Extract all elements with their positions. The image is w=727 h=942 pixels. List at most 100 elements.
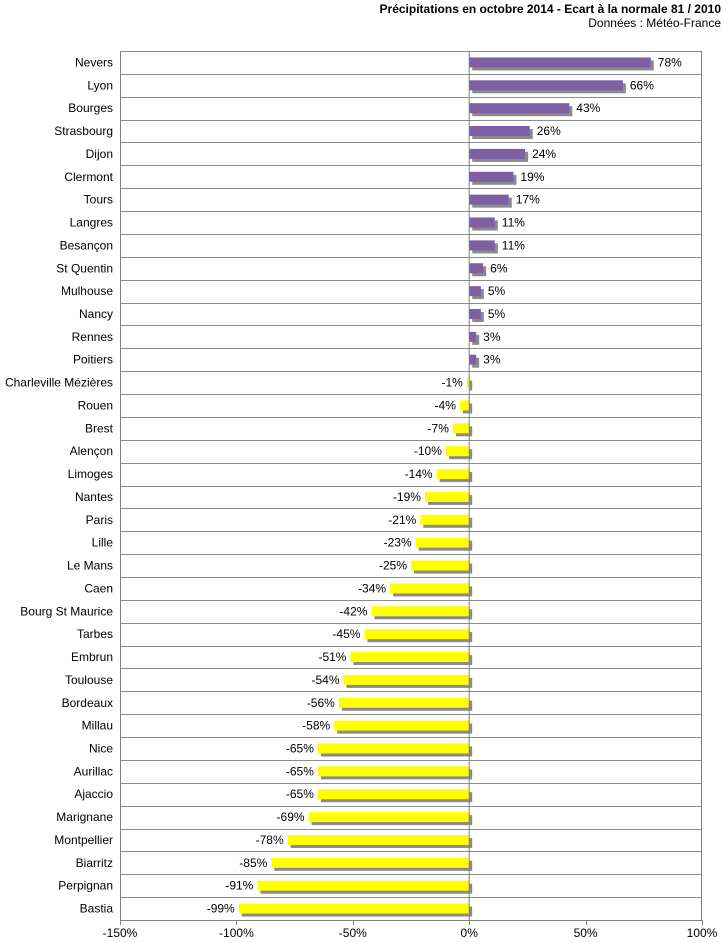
category-label: Bourges <box>68 101 113 115</box>
category-label: Embrun <box>71 650 113 664</box>
category-label: Langres <box>70 216 113 230</box>
bar <box>350 652 470 663</box>
data-label: -65% <box>286 741 314 755</box>
category-label: Besançon <box>60 238 113 252</box>
category-label: Aurillac <box>74 764 113 778</box>
category-label: Alençon <box>70 444 113 458</box>
bar <box>469 57 651 68</box>
x-tick-label: -150% <box>103 926 138 940</box>
x-tick-label: 50% <box>574 926 598 940</box>
data-label: -91% <box>225 879 253 893</box>
bar <box>364 629 470 640</box>
axes <box>120 51 703 925</box>
x-tick-label: -100% <box>219 926 254 940</box>
data-label: -10% <box>414 444 442 458</box>
category-label: Charleville Mézières <box>5 376 113 390</box>
category-label: Le Mans <box>67 559 113 573</box>
bar <box>469 308 481 319</box>
bar <box>469 171 514 182</box>
data-label: -54% <box>311 673 339 687</box>
bar <box>469 331 477 342</box>
bar <box>308 812 470 823</box>
data-label: 17% <box>516 193 540 207</box>
bar <box>238 903 470 914</box>
bar <box>257 880 470 891</box>
bar <box>469 148 526 159</box>
data-label: -1% <box>442 376 464 390</box>
bar-shadow <box>469 380 473 391</box>
bar <box>469 80 623 91</box>
data-label: 3% <box>483 353 501 367</box>
category-label: Marignane <box>56 810 113 824</box>
bar <box>466 377 470 388</box>
x-tick-label: 100% <box>687 926 718 940</box>
chart-title: Précipitations en octobre 2014 - Ecart à… <box>379 2 721 16</box>
category-label: Nancy <box>79 307 113 321</box>
category-label: Poitiers <box>73 353 113 367</box>
data-label: -42% <box>339 604 367 618</box>
data-label: 5% <box>488 284 506 298</box>
data-label: -51% <box>318 650 346 664</box>
bar <box>371 606 470 617</box>
data-label: -65% <box>286 787 314 801</box>
data-label: -19% <box>393 490 421 504</box>
data-label: 66% <box>630 78 654 92</box>
category-label: Bourg St Maurice <box>20 604 113 618</box>
bar <box>469 194 509 205</box>
bar <box>338 697 470 708</box>
data-label: -58% <box>302 719 330 733</box>
category-label: Lille <box>92 536 114 550</box>
bar <box>424 491 470 502</box>
chart-subtitle: Données : Météo-France <box>588 16 721 30</box>
category-label: Bordeaux <box>62 696 113 710</box>
x-tick-label: 0% <box>461 926 479 940</box>
category-label: Nantes <box>75 490 113 504</box>
category-label: Paris <box>86 513 113 527</box>
bar <box>415 537 470 548</box>
gridlines <box>120 51 702 921</box>
bar <box>459 400 470 411</box>
bar <box>469 217 495 228</box>
bar <box>343 674 470 685</box>
data-label: -78% <box>256 833 284 847</box>
data-label: -34% <box>358 581 386 595</box>
data-label: -25% <box>379 559 407 573</box>
category-label: Brest <box>85 421 114 435</box>
category-label: Toulouse <box>65 673 113 687</box>
category-label: Caen <box>84 581 113 595</box>
data-label: -14% <box>405 467 433 481</box>
category-label: Perpignan <box>58 879 113 893</box>
category-label: Lyon <box>87 78 113 92</box>
bar <box>452 423 470 434</box>
bar <box>317 766 470 777</box>
bar <box>469 126 530 137</box>
bar <box>436 469 470 480</box>
bar <box>317 789 470 800</box>
data-label: -99% <box>207 902 235 916</box>
category-label: Strasbourg <box>54 124 113 138</box>
data-label: -7% <box>428 421 450 435</box>
bar <box>420 514 470 525</box>
data-label: 24% <box>532 147 556 161</box>
x-tick-label: -50% <box>339 926 367 940</box>
category-label: Rennes <box>72 330 113 344</box>
data-label: 11% <box>502 238 525 252</box>
bar <box>469 263 484 274</box>
data-label: 26% <box>537 124 561 138</box>
category-label: Clermont <box>64 170 113 184</box>
labels: Nevers 78% Lyon 66% Bourges 43% Strasbourg 26% D… <box>5 55 718 940</box>
data-label: 5% <box>488 307 506 321</box>
category-label: Tours <box>84 193 113 207</box>
data-label: -23% <box>384 536 412 550</box>
bar <box>445 446 470 457</box>
category-label: Nice <box>89 741 113 755</box>
bar <box>469 240 495 251</box>
data-label: 19% <box>520 170 544 184</box>
data-label: 11% <box>502 216 525 230</box>
bar <box>411 560 470 571</box>
bar <box>469 103 570 114</box>
bar <box>469 286 481 297</box>
bar <box>334 720 470 731</box>
category-label: Rouen <box>78 398 113 412</box>
